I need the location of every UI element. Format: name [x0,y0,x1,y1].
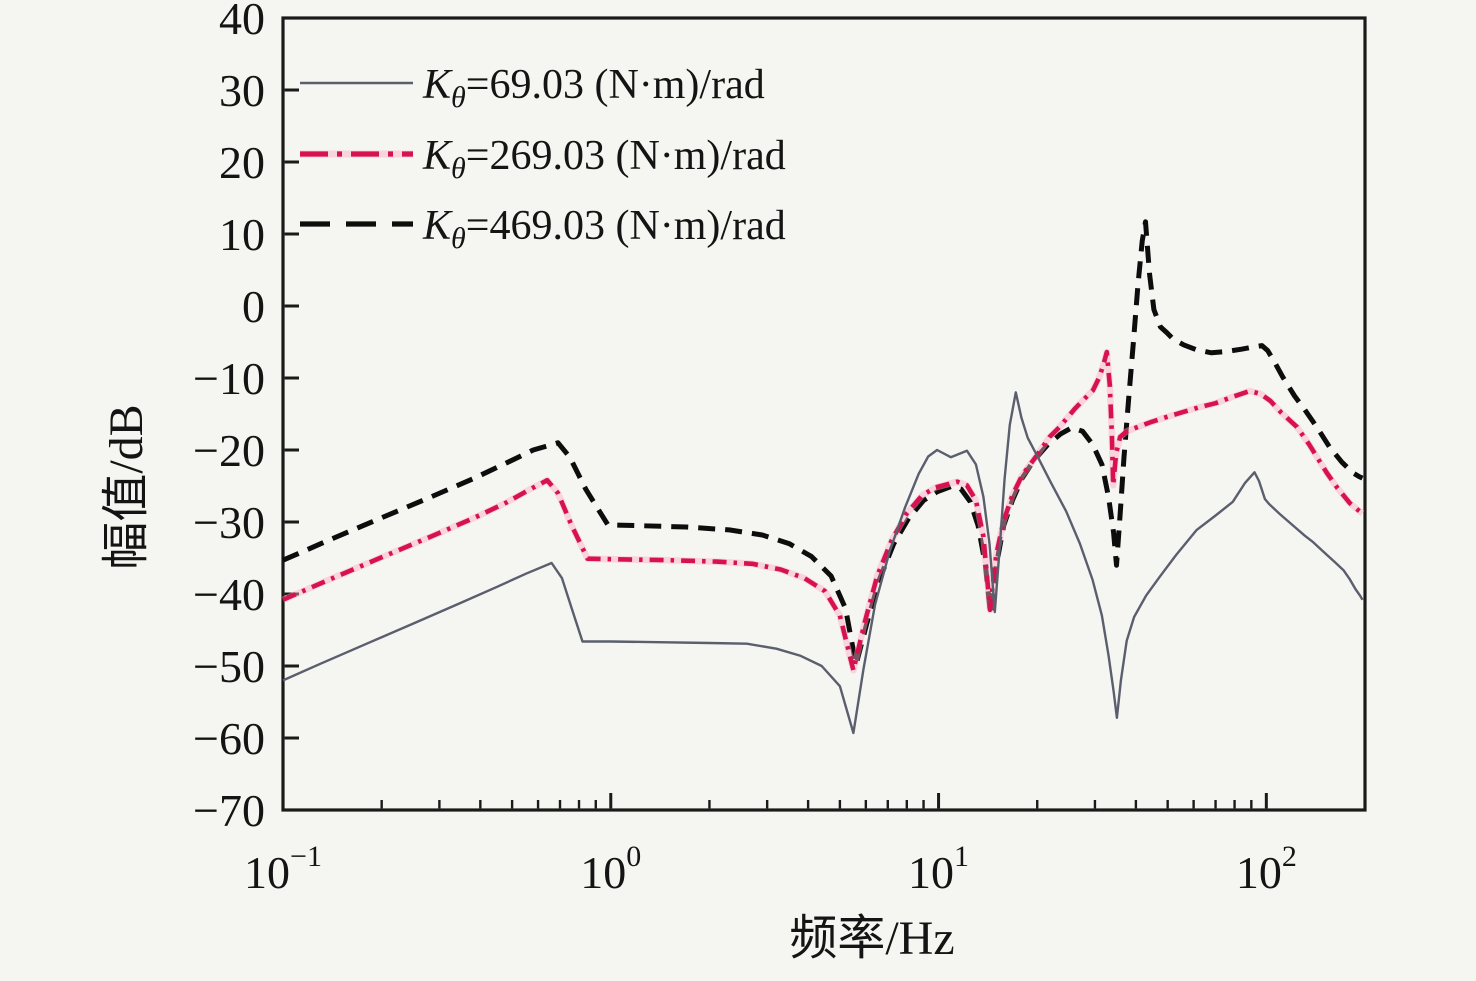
legend-1-text: =69.03 (N·m)/rad [466,62,765,108]
y-tick-label: −40 [193,569,265,620]
legend-3-subscript: θ [451,222,466,255]
plot-frame [281,16,1367,812]
curve-halo [281,348,1365,674]
x-tick-label-part: 10 [1236,847,1282,898]
legend-2-symbol: K [422,133,453,179]
x-axis-label: 频率/Hz [789,912,954,965]
x-tick-label-part: 10 [908,847,954,898]
y-tick-label: −50 [193,641,265,692]
x-tick-label: 100 [580,840,641,898]
y-tick-label: −10 [193,353,265,404]
x-tick-label: 102 [1236,840,1297,898]
y-tick-label: −20 [193,425,265,476]
x-tick-label-part: 0 [626,840,641,873]
legend-1-symbol: K [422,62,453,108]
y-tick-label: 10 [219,209,265,260]
x-tick-label: 10−1 [244,840,322,898]
legend-2-text: =269.03 (N·m)/rad [466,133,786,179]
x-tick-label-part: 2 [1282,840,1297,873]
legend-entry-3: Kθ=469.03 (N·m)/rad [422,203,786,255]
y-tick-label: −70 [193,785,265,836]
y-tick-label: 40 [219,0,265,44]
legend-3-text: =469.03 (N·m)/rad [466,203,786,249]
x-tick-label-part: 10 [244,847,290,898]
y-tick-label: 0 [242,281,265,332]
legend-entry-1: Kθ=69.03 (N·m)/rad [422,62,765,114]
y-tick-label: −60 [193,713,265,764]
x-tick-label: 101 [908,840,969,898]
x-tick-label-part: 10 [580,847,626,898]
x-tick-label-part: −1 [290,840,322,873]
legend: Kθ=69.03 (N·m)/rad Kθ=269.03 (N·m)/rad K… [300,62,786,255]
legend-1-subscript: θ [451,81,466,114]
curve-k269.03 [282,349,1364,673]
curves [281,219,1365,735]
legend-line-samples [300,81,413,227]
y-tick-label: 20 [219,137,265,188]
y-tick-label: −30 [193,497,265,548]
legend-2-subscript: θ [451,152,466,185]
legend-entry-2: Kθ=269.03 (N·m)/rad [422,133,786,185]
y-axis-label: 幅值/dB [100,404,153,569]
legend-3-symbol: K [422,203,453,249]
curve-k469.03 [282,219,1364,668]
y-tick-label: 30 [219,65,265,116]
curve-k69.03 [282,391,1364,735]
x-tick-label-part: 1 [954,840,969,873]
